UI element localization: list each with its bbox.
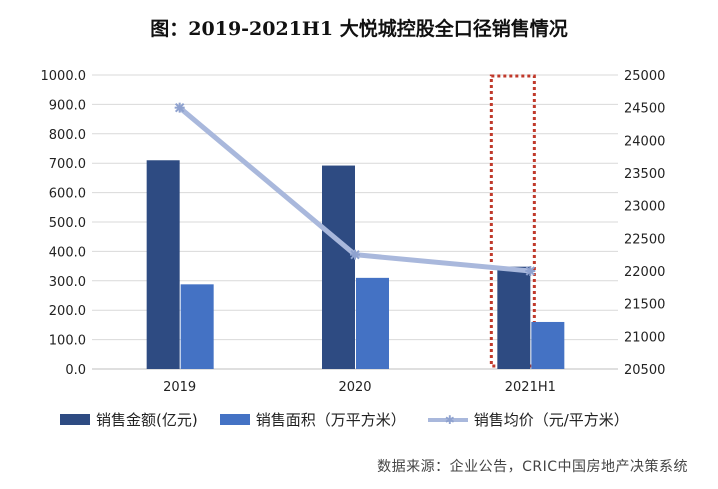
right-tick-label: 23500 (624, 167, 665, 182)
bar-area (531, 321, 565, 369)
data-source: 数据来源：企业公告，CRIC中国房地产决策系统 (377, 459, 688, 475)
bar-amount (497, 266, 531, 369)
left-tick-label: 700.0 (49, 157, 86, 172)
left-tick-label: 200.0 (49, 304, 86, 319)
x-tick-label: 2020 (338, 380, 371, 395)
legend-swatch-area (219, 414, 250, 425)
price-point (350, 249, 360, 260)
right-tick-label: 22000 (624, 265, 665, 280)
right-tick-label: 20500 (624, 363, 665, 378)
legend-swatch-price: ✱ (427, 414, 468, 426)
left-tick-label: 400.0 (49, 245, 86, 260)
x-tick-label: 2021H1 (505, 380, 556, 395)
left-tick-label: 500.0 (49, 216, 86, 231)
left-tick-label: 900.0 (49, 98, 86, 113)
price-point (525, 266, 536, 276)
right-tick-label: 22500 (624, 232, 665, 247)
right-tick-label: 24000 (624, 134, 665, 149)
legend-item-amount: 销售金额(亿元) (60, 409, 198, 430)
legend-label-price: 销售均价（元/平方米） (473, 411, 629, 429)
price-point (174, 102, 185, 113)
right-tick-label: 21500 (624, 298, 665, 313)
legend-item-price: ✱ 销售均价（元/平方米） (427, 409, 629, 430)
legend-item-area: 销售面积（万平方米） (219, 409, 406, 430)
legend-label-amount: 销售金额(亿元) (96, 411, 198, 429)
left-tick-label: 800.0 (49, 128, 86, 143)
bar-amount (146, 160, 180, 369)
left-tick-label: 0.0 (65, 363, 86, 378)
right-tick-label: 25000 (624, 69, 665, 84)
right-tick-label: 23000 (624, 200, 665, 215)
left-tick-label: 1000.0 (41, 69, 87, 84)
right-tick-label: 21000 (624, 330, 665, 345)
bar-amount (322, 165, 355, 369)
legend-label-area: 销售面积（万平方米） (255, 411, 406, 429)
legend: 销售金额(亿元) 销售面积（万平方米） ✱ 销售均价（元/平方米） (60, 409, 710, 430)
bar-area (180, 284, 214, 369)
legend-swatch-amount (60, 414, 90, 425)
left-tick-label: 300.0 (49, 275, 86, 290)
bar-area (356, 277, 389, 369)
chart-title: 图：2019-2021H1 大悦城控股全口径销售情况 (150, 18, 568, 40)
left-tick-label: 600.0 (49, 187, 86, 202)
x-tick-label: 2019 (163, 380, 196, 395)
right-tick-label: 24500 (624, 102, 665, 117)
left-tick-label: 100.0 (49, 334, 86, 349)
